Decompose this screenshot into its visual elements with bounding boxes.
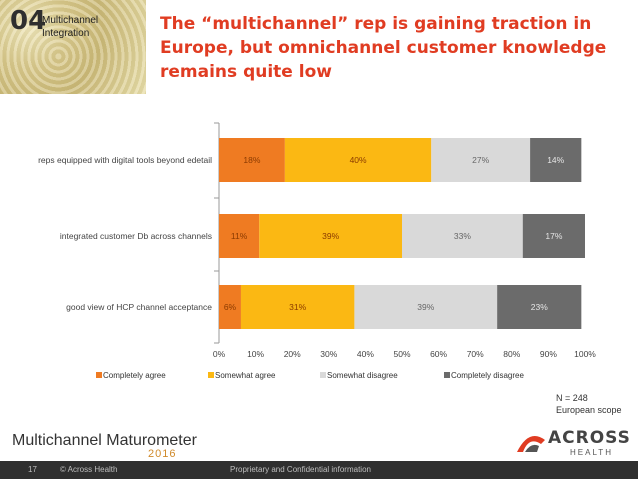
bar-segment (497, 285, 582, 329)
data-label: 27% (472, 155, 489, 165)
x-tick-label: 90% (540, 349, 557, 359)
data-label: 33% (454, 231, 471, 241)
data-label: 17% (545, 231, 562, 241)
sample-note: N = 248 European scope (556, 392, 622, 416)
page-title: The “multichannel” rep is gaining tracti… (160, 14, 607, 82)
stacked-bar-chart: reps equipped with digital tools beyond … (38, 122, 596, 380)
data-label: 39% (322, 231, 339, 241)
legend-label: Somewhat disagree (327, 371, 398, 380)
legend-swatch (208, 372, 214, 378)
legend-swatch (96, 372, 102, 378)
section-label: Multichannel Integration (42, 14, 98, 40)
across-health-logo-icon (517, 436, 545, 452)
x-tick-label: 80% (503, 349, 520, 359)
x-tick-label: 40% (357, 349, 374, 359)
data-label: 31% (289, 302, 306, 312)
bar-segment (354, 285, 498, 329)
sample-size: N = 248 (556, 393, 588, 403)
footer: 17 © Across Health Proprietary and Confi… (0, 461, 638, 479)
data-label: 18% (243, 155, 260, 165)
data-label: 39% (417, 302, 434, 312)
x-tick-label: 70% (467, 349, 484, 359)
section-label-line1: Multichannel (42, 15, 99, 26)
data-label: 6% (224, 302, 237, 312)
data-label: 40% (350, 155, 367, 165)
bar-segment (522, 214, 585, 258)
category-label: integrated customer Db across channels (60, 231, 212, 241)
category-label: reps equipped with digital tools beyond … (38, 155, 212, 165)
x-tick-label: 30% (320, 349, 337, 359)
sample-scope: European scope (556, 405, 622, 415)
x-tick-label: 20% (284, 349, 301, 359)
footer-copyright: © Across Health (60, 465, 118, 474)
x-tick-label: 50% (393, 349, 410, 359)
legend-swatch (320, 372, 326, 378)
brand-year: 2016 (148, 448, 177, 460)
logo-name: ACROSS (548, 428, 631, 448)
legend-label: Completely agree (103, 371, 166, 380)
bar-segment (530, 138, 582, 182)
footer-confidential: Proprietary and Confidential information (230, 465, 371, 474)
section-number: 04 (10, 6, 47, 36)
bar-segment (219, 138, 285, 182)
brand-name: Multichannel Maturometer (12, 432, 197, 449)
data-label: 11% (231, 231, 248, 241)
logo-sub: HEALTH (570, 448, 613, 457)
bar-segment (284, 138, 432, 182)
bar-segment (431, 138, 531, 182)
bar-segment (240, 285, 355, 329)
bar-segment (219, 214, 260, 258)
x-tick-label: 0% (213, 349, 226, 359)
x-tick-label: 100% (574, 349, 596, 359)
section-label-line2: Integration (42, 28, 90, 39)
data-label: 14% (547, 155, 564, 165)
category-label: good view of HCP channel acceptance (66, 302, 212, 312)
data-label: 23% (531, 302, 548, 312)
legend-label: Completely disagree (451, 371, 524, 380)
legend-label: Somewhat agree (215, 371, 276, 380)
bar-segment (402, 214, 523, 258)
legend-swatch (444, 372, 450, 378)
x-tick-label: 60% (430, 349, 447, 359)
footer-page-number: 17 (28, 465, 37, 474)
bar-segment (219, 285, 241, 329)
section-badge: 04 Multichannel Integration (0, 0, 146, 94)
bar-segment (259, 214, 402, 258)
x-tick-label: 10% (247, 349, 264, 359)
